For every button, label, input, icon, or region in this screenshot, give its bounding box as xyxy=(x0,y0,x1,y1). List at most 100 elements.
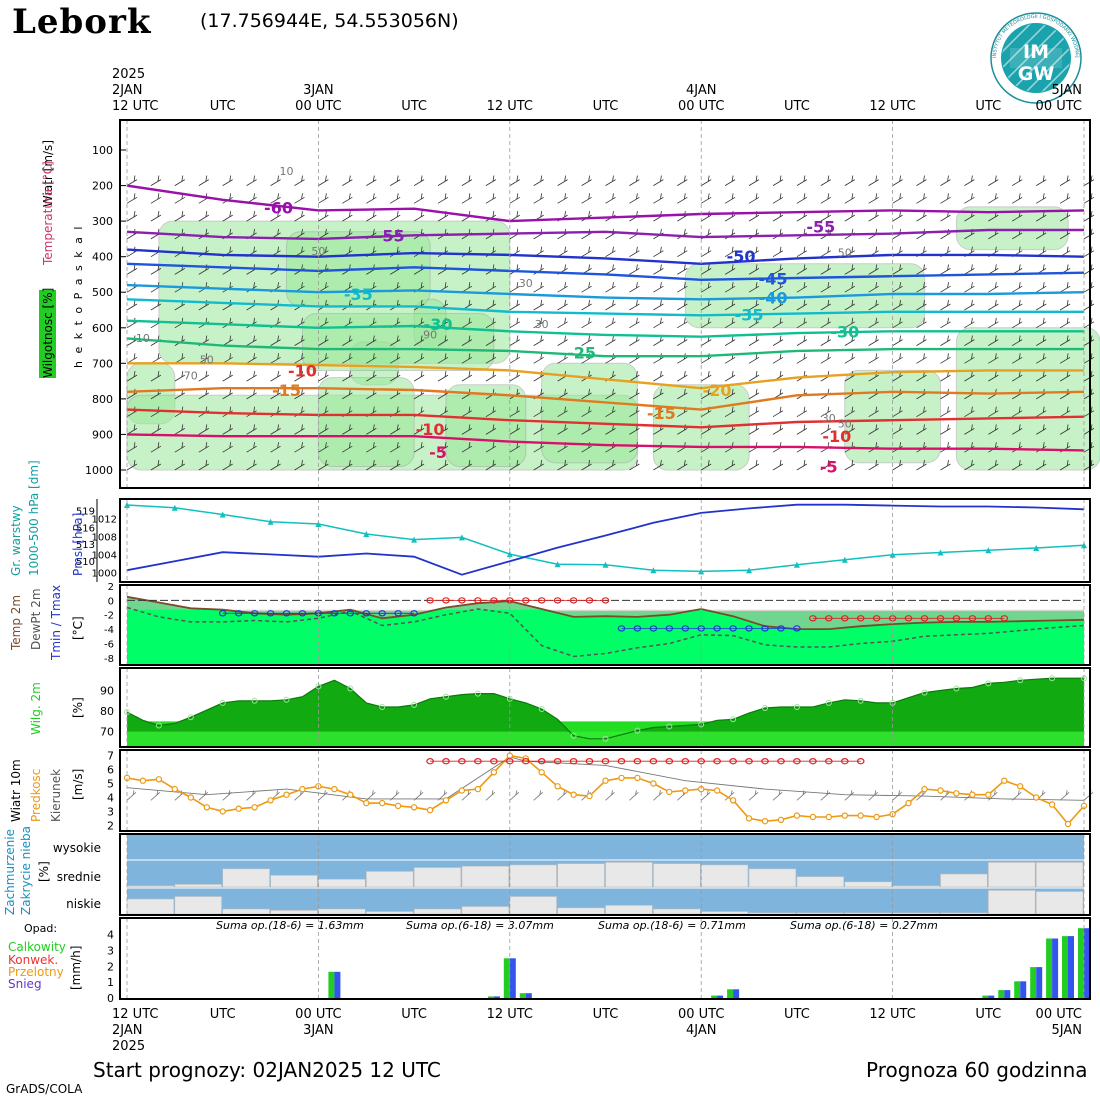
rh-label: Wilg. 2m xyxy=(29,682,43,735)
wind-barb xyxy=(629,317,640,329)
top-time-label: 5JAN xyxy=(1052,83,1083,98)
wind-barb xyxy=(988,335,999,346)
wind-barb xyxy=(581,424,592,435)
wind-barb xyxy=(318,175,329,186)
wind-barb xyxy=(629,193,640,204)
rh-marker xyxy=(793,704,800,710)
precip-tick-label: 2 xyxy=(107,960,114,973)
wind-barb xyxy=(437,371,449,382)
wind-barb xyxy=(557,193,568,204)
wind-barb xyxy=(222,459,233,471)
wind-barb xyxy=(653,193,664,204)
wind-barb xyxy=(342,424,353,435)
precip-snow-bar xyxy=(1036,967,1043,998)
wind-barb xyxy=(1035,299,1047,311)
wind-barb xyxy=(1059,317,1071,329)
wind-barb xyxy=(940,353,951,364)
wind-barb xyxy=(246,424,257,435)
humidity-region xyxy=(301,313,495,372)
wind-speed-marker xyxy=(155,776,163,783)
humidity-contour-label: 70 xyxy=(184,369,198,382)
thickness-marker xyxy=(124,502,130,508)
wind-speed-marker xyxy=(1017,783,1024,790)
wind-barb xyxy=(748,371,760,382)
wind-speed-marker xyxy=(394,802,402,810)
wind-barb xyxy=(509,317,521,329)
wind-barb xyxy=(772,246,784,258)
thickness-marker xyxy=(219,511,226,518)
precip-tick-label: 4 xyxy=(107,929,114,942)
wind-barb xyxy=(796,282,808,293)
wind-barb xyxy=(389,211,401,222)
wind-unit-label: [m/s] xyxy=(71,769,85,800)
wind-barb xyxy=(677,459,688,471)
thickness-marker xyxy=(650,567,657,574)
wind-barb xyxy=(1059,175,1071,186)
precip-snow-bar xyxy=(509,958,516,998)
wind-barb xyxy=(150,459,162,471)
thickness-marker xyxy=(602,561,609,568)
wind-barb xyxy=(772,459,784,471)
wind-speed-label: Predkosc xyxy=(29,769,43,822)
wind-barb xyxy=(820,406,832,418)
cloud-low-bar xyxy=(318,908,366,915)
wind-barb xyxy=(940,335,951,346)
wind-barb xyxy=(1035,193,1047,204)
bottom-time-label: 00 UTC xyxy=(678,1007,724,1022)
thickness-marker xyxy=(171,504,178,511)
wind-barb xyxy=(653,282,664,293)
wind-barb-10m xyxy=(844,790,855,801)
wind-barb xyxy=(653,264,664,275)
thickness-tick-label: 513 xyxy=(76,540,95,551)
wind-barb xyxy=(916,299,927,311)
humidity-contour-label: 30 xyxy=(519,277,533,290)
wind-barb xyxy=(509,299,521,311)
isotherm-label: -55 xyxy=(376,226,405,245)
wind-barb xyxy=(533,299,544,311)
precip-tick-label: 1 xyxy=(107,976,114,989)
wind-barb xyxy=(677,246,688,258)
wind-barb xyxy=(437,175,449,186)
cloud-low-bar xyxy=(844,912,892,915)
bottom-time-label: 12 UTC xyxy=(487,1007,533,1022)
wind-barb xyxy=(892,193,903,204)
wind-barb xyxy=(916,459,927,471)
wind-speed-marker xyxy=(474,785,482,793)
wind-speed-marker xyxy=(841,812,849,819)
rh-marker xyxy=(634,727,641,734)
wind-barb xyxy=(868,175,879,186)
wind-barb xyxy=(389,371,401,382)
cloud-mid-bar xyxy=(987,861,1036,888)
wind-barb xyxy=(892,424,903,435)
forecast-start-label: Start prognozy: 02JAN2025 12 UTC xyxy=(93,1058,441,1082)
wind-barb xyxy=(1059,459,1071,471)
humidity-contour-label: 50 xyxy=(200,353,214,366)
humidity-region xyxy=(541,362,638,464)
wind-barb xyxy=(724,175,736,186)
thickness-label-a: Gr. warstwy xyxy=(9,505,23,576)
isotherm-label: -35 xyxy=(735,305,764,324)
isotherm-line xyxy=(126,337,1084,358)
humidity-region xyxy=(955,327,1100,471)
wind-barb xyxy=(653,459,664,471)
wind-barb xyxy=(964,264,975,275)
wind-barb xyxy=(772,264,784,275)
wind-barb xyxy=(772,193,784,204)
precip-snow-bar xyxy=(493,996,500,998)
precip-tick-label: 3 xyxy=(107,944,114,957)
wind-barb xyxy=(724,459,736,471)
wind-barb xyxy=(342,175,353,186)
wind-barb xyxy=(724,335,736,346)
station-name: Lebork xyxy=(12,2,152,42)
wind-barb xyxy=(294,459,305,471)
isotherm-line xyxy=(126,262,1085,282)
wind-barb xyxy=(461,424,473,435)
wind-barb-10m xyxy=(437,790,448,801)
cloud-low-bar xyxy=(940,912,988,915)
rh-marker xyxy=(443,693,449,700)
wind-barb xyxy=(988,264,999,275)
precip-total-bar xyxy=(1046,938,1053,998)
thickness-marker xyxy=(746,567,752,574)
wind-barb xyxy=(509,353,521,364)
wind-barb xyxy=(700,371,712,382)
